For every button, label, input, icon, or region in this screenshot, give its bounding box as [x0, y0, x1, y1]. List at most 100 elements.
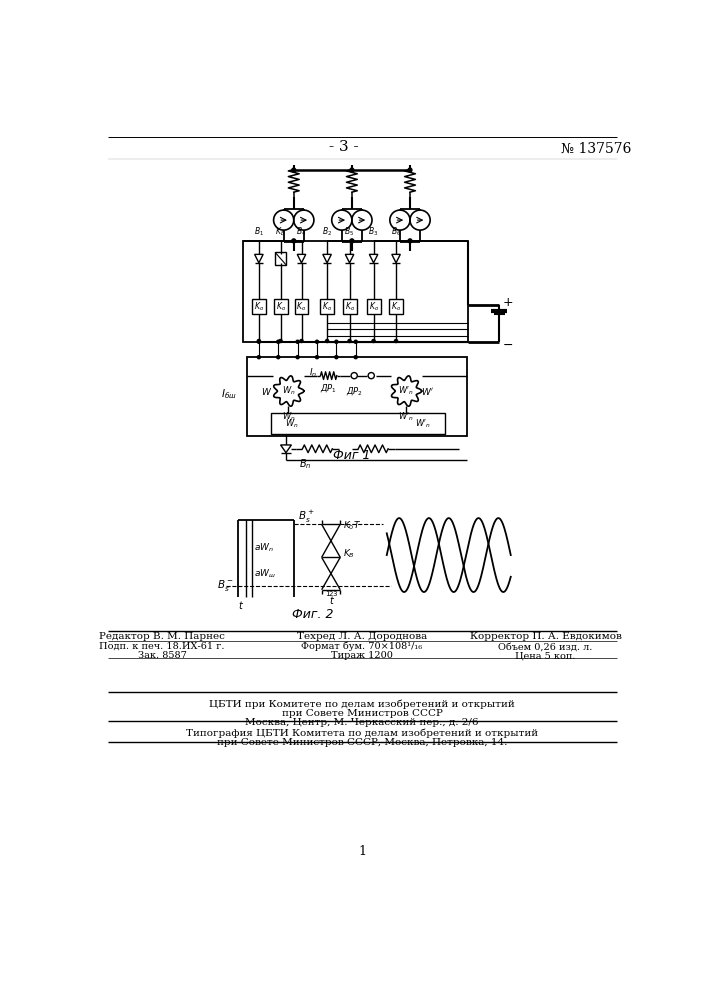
Circle shape	[409, 239, 411, 242]
Text: № 137576: № 137576	[561, 142, 631, 156]
Bar	[271, 413, 445, 434]
Text: $B_2$: $B_2$	[322, 225, 332, 238]
Polygon shape	[392, 254, 400, 263]
Bar	[243, 241, 468, 342]
Text: $K_o$: $K_o$	[391, 300, 401, 313]
Circle shape	[354, 356, 357, 359]
Text: $B_5$: $B_5$	[344, 225, 355, 238]
Wedge shape	[296, 216, 304, 224]
Text: $K_0T$: $K_0T$	[343, 520, 361, 532]
Wedge shape	[341, 216, 351, 224]
Text: 2: 2	[329, 591, 333, 597]
Text: $ДР_2$: $ДР_2$	[346, 385, 363, 397]
Text: $K_o$: $K_o$	[344, 300, 355, 313]
Text: - 3 -: - 3 -	[329, 140, 359, 154]
Circle shape	[257, 339, 260, 343]
Polygon shape	[323, 254, 332, 263]
Text: $aW_n$: $aW_n$	[255, 541, 274, 554]
Wedge shape	[354, 216, 362, 224]
Text: Объем 0,26 изд. л.: Объем 0,26 изд. л.	[498, 642, 592, 651]
Text: $W_n$: $W_n$	[285, 417, 298, 430]
Text: $W'_n$: $W'_n$	[415, 417, 431, 430]
Circle shape	[325, 339, 329, 343]
Text: Корректор П. А. Евдокимов: Корректор П. А. Евдокимов	[469, 632, 621, 641]
Text: $K_B$: $K_B$	[343, 547, 354, 560]
Polygon shape	[255, 254, 263, 263]
Text: $W$: $W$	[261, 386, 272, 397]
Circle shape	[292, 239, 296, 242]
Text: $W'_n$: $W'_n$	[398, 385, 414, 397]
Bar	[275, 252, 286, 265]
Circle shape	[408, 168, 412, 172]
Text: $B_s^-$: $B_s^-$	[218, 578, 234, 593]
Text: Редактор В. М. Парнес: Редактор В. М. Парнес	[99, 632, 225, 641]
Text: 1: 1	[325, 591, 329, 597]
Text: t: t	[238, 601, 243, 611]
Wedge shape	[284, 216, 292, 224]
Circle shape	[348, 339, 351, 343]
Circle shape	[296, 340, 299, 343]
Text: −: −	[503, 339, 513, 352]
Text: $B_n$: $B_n$	[299, 457, 312, 471]
Text: Типография ЦБТИ Комитета по делам изобретений и открытий: Типография ЦБТИ Комитета по делам изобре…	[186, 728, 538, 738]
Circle shape	[292, 168, 296, 172]
Text: $K_o$: $K_o$	[276, 300, 286, 313]
Text: $B_s^+$: $B_s^+$	[298, 508, 315, 525]
Text: Формат бум. 70×108¹/₁₆: Формат бум. 70×108¹/₁₆	[301, 642, 423, 651]
Bar	[252, 299, 266, 314]
Text: $K_B$: $K_B$	[276, 225, 286, 238]
Circle shape	[354, 340, 357, 343]
Circle shape	[335, 356, 338, 359]
Polygon shape	[281, 445, 291, 453]
Bar	[320, 299, 334, 314]
Text: $B_3$: $B_3$	[368, 225, 379, 238]
Bar	[295, 299, 308, 314]
Text: Тираж 1200: Тираж 1200	[331, 651, 393, 660]
Circle shape	[351, 239, 354, 242]
Circle shape	[257, 340, 260, 343]
Circle shape	[296, 356, 299, 359]
Circle shape	[335, 340, 338, 343]
Text: $ДР_1$: $ДР_1$	[320, 382, 337, 394]
Polygon shape	[369, 254, 378, 263]
Wedge shape	[411, 216, 420, 224]
Circle shape	[276, 340, 280, 343]
Bar	[367, 299, 380, 314]
Circle shape	[279, 339, 282, 343]
Text: Фиг 1: Фиг 1	[333, 449, 370, 462]
Text: Фиг. 2: Фиг. 2	[293, 608, 334, 621]
Text: при Совете Министров СССР: при Совете Министров СССР	[281, 709, 443, 718]
Circle shape	[276, 356, 280, 359]
Text: ЦБТИ при Комитете по делам изобретений и открытий: ЦБТИ при Комитете по делам изобретений и…	[209, 700, 515, 709]
Text: $I_n$: $I_n$	[309, 366, 317, 379]
Text: $W_n$: $W_n$	[281, 385, 295, 397]
Text: $W_n$: $W_n$	[281, 410, 295, 423]
Text: Подп. к печ. 18.ИХ-61 г.: Подп. к печ. 18.ИХ-61 г.	[99, 642, 225, 651]
Text: $K_o$: $K_o$	[368, 300, 379, 313]
Text: t: t	[329, 596, 333, 606]
Text: $B_4$: $B_4$	[296, 225, 307, 238]
Circle shape	[350, 239, 354, 243]
Circle shape	[257, 356, 260, 359]
Text: +: +	[503, 296, 513, 309]
Circle shape	[315, 356, 319, 359]
Text: $K_o$: $K_o$	[296, 300, 307, 313]
Bar	[247, 357, 467, 436]
Text: 1: 1	[358, 845, 366, 858]
Text: Зак. 8587: Зак. 8587	[138, 651, 187, 660]
Text: 3: 3	[332, 591, 337, 597]
Bar	[274, 299, 288, 314]
Polygon shape	[297, 254, 305, 263]
Text: при Совете Министров СССР, Москва, Петровка, 14.: при Совете Министров СССР, Москва, Петро…	[217, 738, 507, 747]
Bar	[343, 299, 356, 314]
Text: $B_6$: $B_6$	[391, 225, 402, 238]
Text: $I_{бш}$: $I_{бш}$	[221, 387, 237, 401]
Text: Цена 5 коп.: Цена 5 коп.	[515, 651, 576, 660]
Circle shape	[292, 239, 296, 243]
Text: $K_o$: $K_o$	[322, 300, 332, 313]
Text: Москва, Центр, М. Черкасский пер., д. 2/6: Москва, Центр, М. Черкасский пер., д. 2/…	[245, 718, 479, 727]
Circle shape	[350, 168, 354, 172]
Text: $aW_ш$: $aW_ш$	[255, 567, 276, 580]
Circle shape	[300, 339, 303, 343]
Text: Техред Л. А. Дороднова: Техред Л. А. Дороднова	[297, 632, 427, 641]
